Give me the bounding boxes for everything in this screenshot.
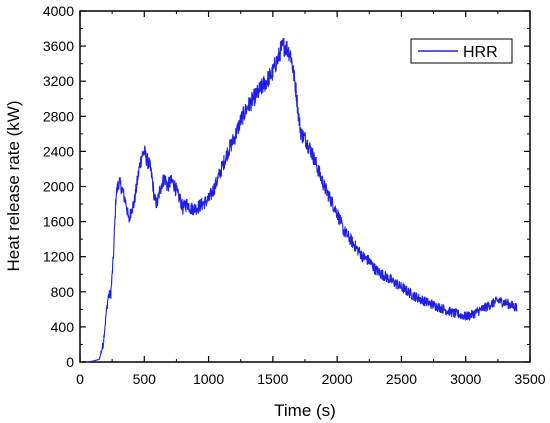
y-tick-label: 2400 (43, 143, 74, 159)
x-axis-title: Time (s) (274, 401, 336, 420)
x-tick-label: 500 (133, 371, 157, 387)
legend: HRR (410, 38, 513, 64)
y-tick-label: 2000 (43, 179, 74, 195)
y-tick-label: 800 (51, 284, 75, 300)
y-tick-label: 0 (66, 354, 74, 370)
y-tick-label: 3600 (43, 38, 74, 54)
x-tick-label: 0 (76, 371, 84, 387)
y-tick-label: 1200 (43, 249, 74, 265)
x-tick-label: 1500 (257, 371, 288, 387)
x-tick-label: 3000 (450, 371, 481, 387)
y-tick-label: 1600 (43, 214, 74, 230)
x-tick-label: 2500 (386, 371, 417, 387)
plot-area-border (79, 10, 531, 363)
y-tick-label: 2800 (43, 108, 74, 124)
legend-label-hrr: HRR (463, 44, 498, 61)
y-axis-title: Heat release rate (kW) (4, 101, 23, 272)
x-tick-label: 2000 (322, 371, 353, 387)
x-tick-label: 3500 (514, 371, 545, 387)
y-tick-label: 400 (51, 319, 75, 335)
y-tick-label: 3200 (43, 73, 74, 89)
axis-ticks: 0 500 1000 1500 2000 2500 3000 3500 0 400 800 1200 1… (43, 3, 546, 387)
series-line-hrr (86, 38, 518, 363)
y-tick-label: 4000 (43, 3, 74, 19)
x-tick-label: 1000 (193, 371, 224, 387)
series-layer (86, 38, 518, 363)
